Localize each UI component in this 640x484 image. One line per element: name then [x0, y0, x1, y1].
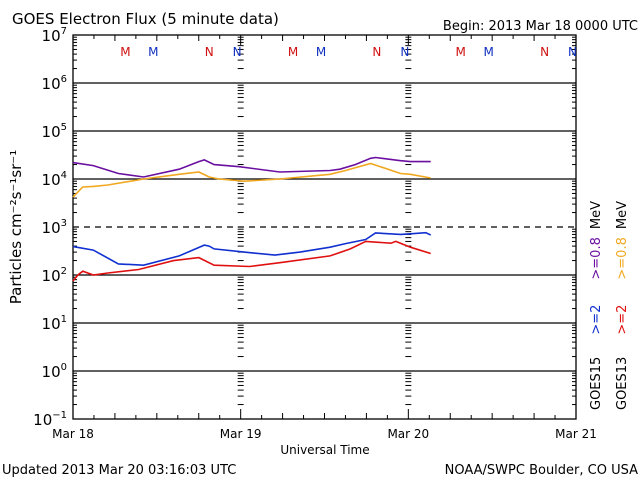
plot-frame — [72, 34, 577, 420]
local-time-marker-n: N — [233, 45, 242, 59]
x-tick-label: Mar 20 — [387, 427, 429, 441]
y-tick-label: 103 — [42, 218, 67, 237]
y-tick-label: 101 — [42, 314, 67, 333]
y-tick-label: 100 — [42, 362, 67, 381]
x-tick-label: Mar 19 — [220, 427, 262, 441]
y-axis-label: Particles cm⁻²s⁻¹sr⁻¹ — [7, 150, 25, 304]
begin-label: Begin: 2013 Mar 18 0000 UTC — [443, 19, 638, 34]
series-line-3 — [72, 240, 431, 282]
legend-column: GOES13>=2>=0.8MeV — [615, 201, 630, 410]
legend-column: GOES15>=2>=0.8MeV — [589, 201, 604, 410]
series-line-2 — [72, 231, 432, 267]
x-axis-label: Universal Time — [280, 443, 369, 457]
y-tick-label: 102 — [42, 266, 67, 285]
series-line-0 — [72, 156, 431, 178]
local-time-marker-n: N — [205, 45, 214, 59]
y-tick-label: 105 — [42, 122, 67, 141]
x-tick-label: Mar 18 — [52, 427, 94, 441]
source-credit: NOAA/SWPC Boulder, CO USA — [445, 463, 638, 478]
updated-timestamp: Updated 2013 Mar 20 03:16:03 UTC — [2, 463, 236, 478]
local-time-marker-n: N — [372, 45, 381, 59]
x-tick-label: Mar 21 — [555, 427, 597, 441]
local-time-marker-m: M — [288, 45, 298, 59]
chart-title: GOES Electron Flux (5 minute data) — [12, 10, 279, 28]
local-time-marker-m: M — [483, 45, 493, 59]
y-tick-label: 106 — [42, 74, 67, 93]
series-line-1 — [72, 162, 431, 198]
y-tick-label: 10−1 — [33, 410, 67, 429]
local-time-marker-m: M — [148, 45, 158, 59]
local-time-marker-n: N — [540, 45, 549, 59]
local-time-marker-m: M — [456, 45, 466, 59]
local-time-marker-n: N — [568, 45, 577, 59]
local-time-marker-m: M — [120, 45, 130, 59]
local-time-marker-m: M — [316, 45, 326, 59]
y-tick-label: 107 — [42, 26, 67, 45]
y-tick-label: 104 — [42, 170, 67, 189]
local-time-marker-n: N — [400, 45, 409, 59]
